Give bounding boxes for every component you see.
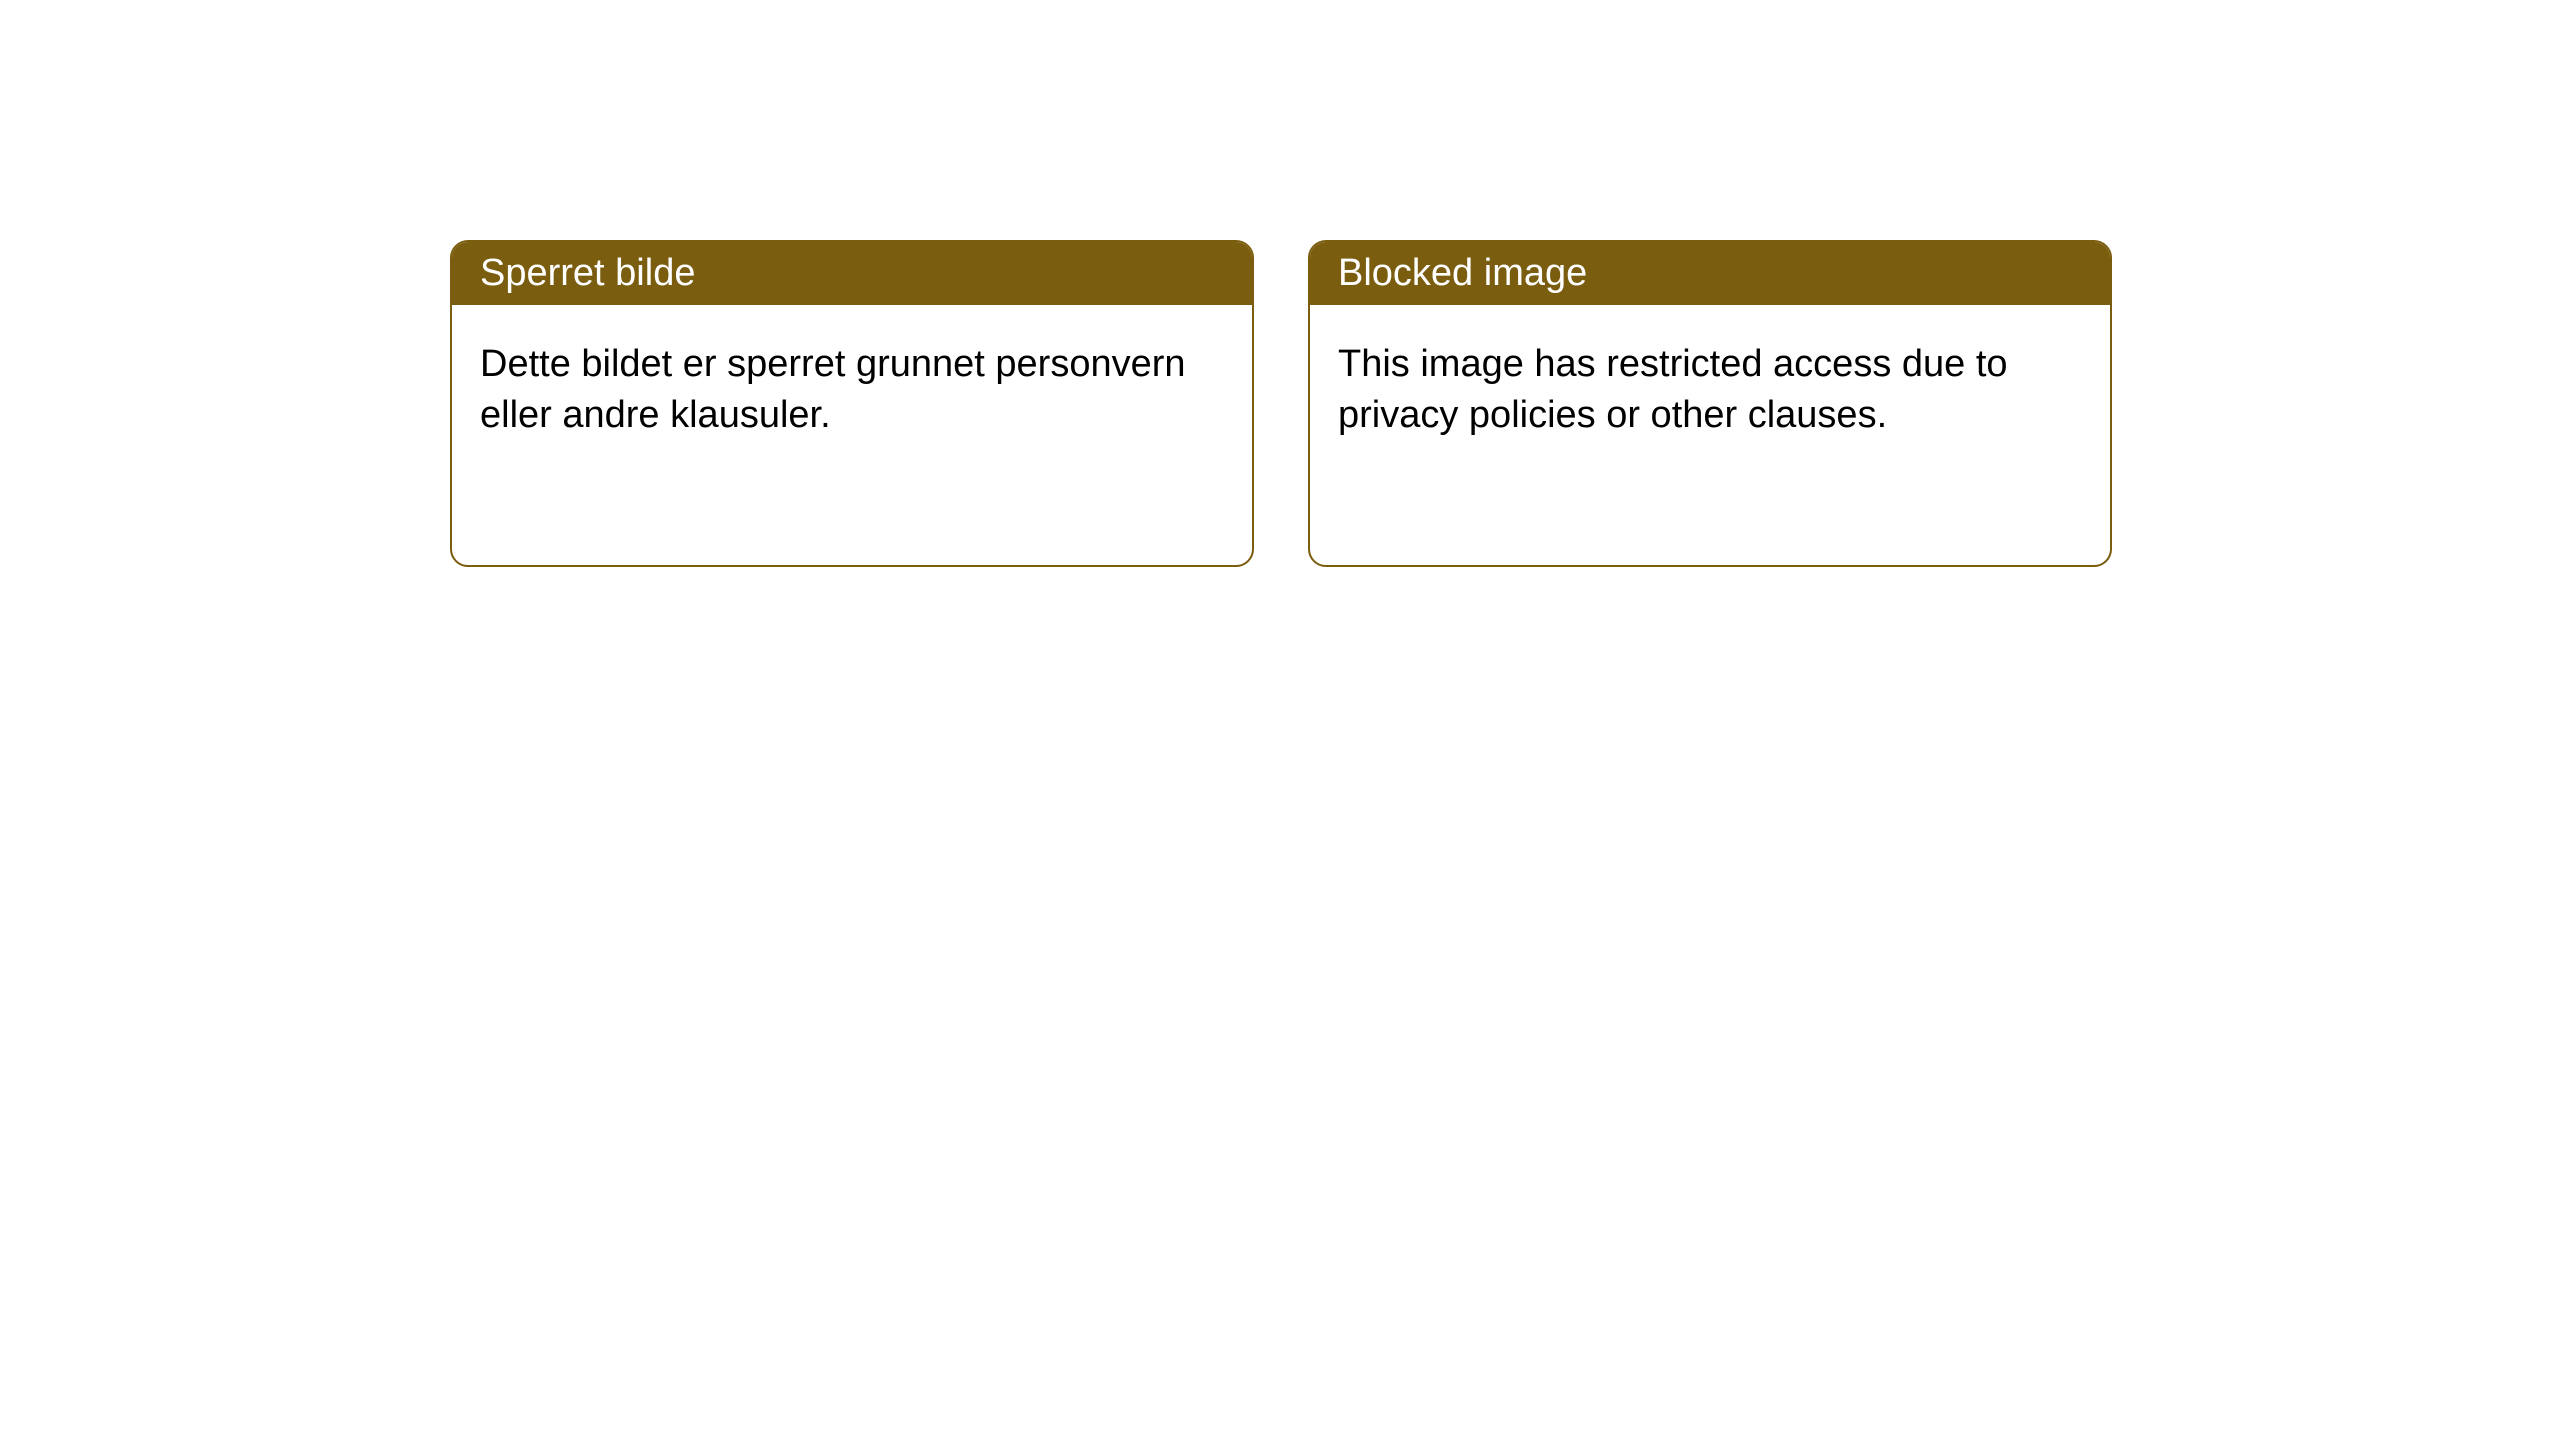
card-title: Blocked image (1338, 252, 1587, 294)
card-message: This image has restricted access due to … (1338, 343, 2008, 436)
card-header: Sperret bilde (452, 242, 1252, 305)
blocked-image-card-en: Blocked image This image has restricted … (1308, 240, 2112, 567)
card-message: Dette bildet er sperret grunnet personve… (480, 343, 1186, 436)
card-title: Sperret bilde (480, 252, 695, 294)
card-header: Blocked image (1310, 242, 2110, 305)
cards-container: Sperret bilde Dette bildet er sperret gr… (0, 0, 2560, 567)
blocked-image-card-no: Sperret bilde Dette bildet er sperret gr… (450, 240, 1254, 567)
card-body: This image has restricted access due to … (1310, 305, 2110, 565)
card-body: Dette bildet er sperret grunnet personve… (452, 305, 1252, 565)
